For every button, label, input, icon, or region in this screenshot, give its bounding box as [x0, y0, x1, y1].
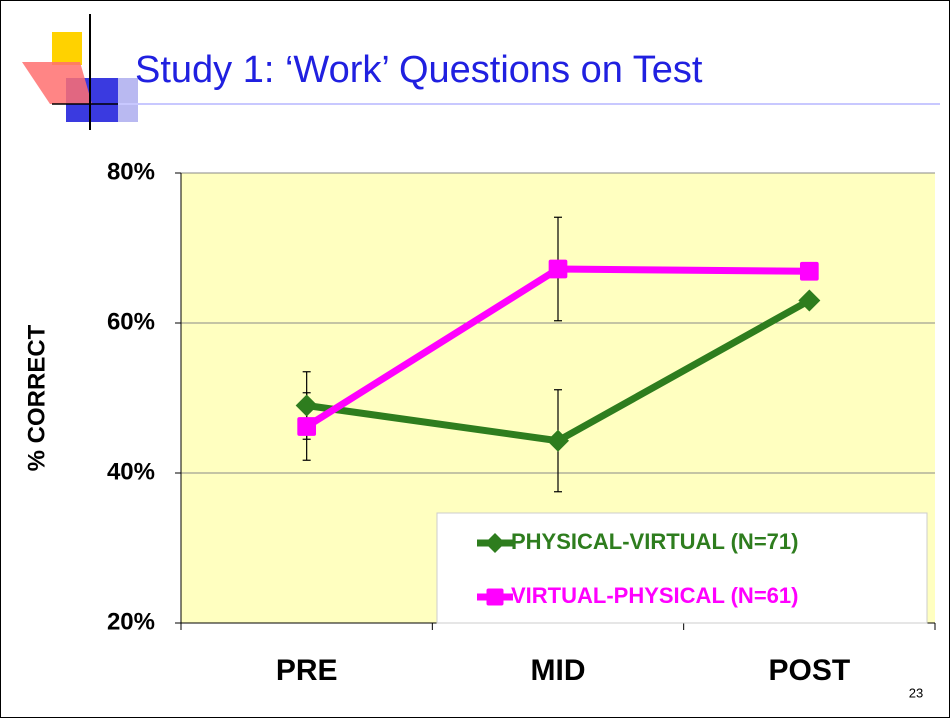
point-marker: [798, 289, 821, 312]
y-tick-label: 80%: [107, 158, 155, 185]
legend-label: PHYSICAL-VIRTUAL (N=71): [511, 529, 798, 554]
title-decoration: [22, 14, 940, 130]
x-tick-label: POST: [768, 654, 850, 687]
point-marker: [486, 588, 504, 606]
legend-label: VIRTUAL-PHYSICAL (N=61): [511, 583, 798, 608]
y-tick-label: 40%: [107, 458, 155, 485]
y-axis-label: % CORRECT: [23, 324, 50, 471]
point-marker: [547, 429, 569, 452]
y-tick-label: 20%: [107, 608, 155, 635]
point-marker: [295, 394, 318, 417]
point-marker: [485, 533, 505, 553]
legend: [436, 512, 928, 624]
x-tick-label: MID: [531, 654, 586, 687]
x-tick-label: PRE: [276, 654, 338, 687]
point-marker: [799, 261, 819, 281]
y-tick-label: 60%: [107, 308, 155, 335]
slide-title: Study 1: ‘Work’ Questions on Test: [135, 49, 703, 91]
slide-number: 23: [909, 685, 923, 700]
point-marker: [548, 259, 568, 279]
point-marker: [297, 417, 317, 436]
